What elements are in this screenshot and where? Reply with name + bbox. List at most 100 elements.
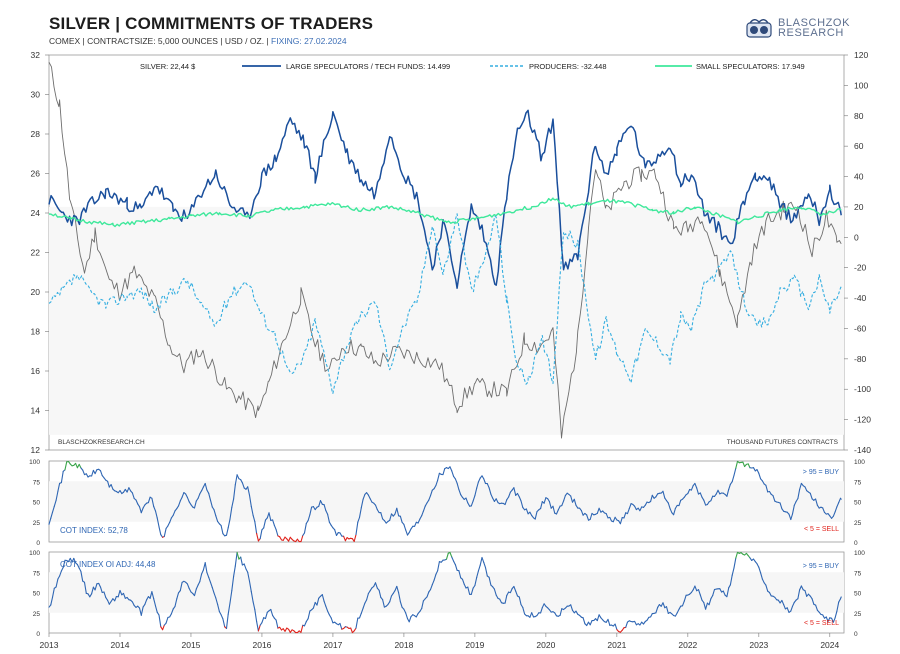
cot-line-segment	[561, 500, 565, 507]
cot-line-segment	[76, 563, 80, 569]
cot-line-segment	[300, 624, 304, 633]
cot-line-segment	[467, 502, 471, 507]
cot-line-segment	[389, 595, 393, 603]
cot-line-segment	[170, 608, 174, 615]
x-tick-label: 2015	[182, 640, 201, 650]
cot-line-segment	[98, 582, 102, 588]
cot-line-segment	[248, 580, 252, 593]
cot-line-segment	[701, 496, 705, 501]
cot-line-segment	[674, 504, 678, 509]
cot-line-segment	[836, 601, 840, 612]
cot-left-tick-label: 0	[36, 540, 40, 547]
cot-line-segment	[520, 603, 524, 609]
cot-line-segment	[488, 487, 492, 495]
cot-right-tick-label: 75	[854, 479, 862, 486]
cot-line-segment	[552, 505, 556, 514]
cot-line-segment	[91, 469, 94, 477]
x-tick-label: 2023	[749, 640, 768, 650]
cot-line-segment	[481, 475, 485, 480]
cot-right-tick-label: 100	[854, 459, 865, 466]
cot-line-segment	[681, 600, 685, 607]
cot-line-segment	[257, 624, 261, 632]
cot-line-segment	[78, 567, 82, 572]
cot-line-segment	[57, 575, 61, 580]
cot-line-segment	[122, 592, 126, 599]
cot-line-segment	[729, 574, 733, 586]
cot2-buy-threshold: > 95 = BUY	[803, 563, 840, 570]
cot-line-segment	[554, 612, 558, 617]
cot-line-segment	[834, 506, 838, 513]
cot-line-segment	[570, 495, 574, 503]
cot-index-oi-adj-label: COT INDEX OI ADJ: 44,48	[60, 560, 156, 569]
cot-line-segment	[800, 585, 804, 591]
cot-line-segment	[529, 511, 533, 517]
cot-line-segment	[185, 493, 188, 498]
cot-line-segment	[650, 613, 653, 618]
cot-line-segment	[364, 599, 368, 604]
cot-line-segment	[834, 610, 838, 619]
cot-line-segment	[619, 517, 623, 525]
cot-line-segment	[726, 587, 730, 598]
cot-line-segment	[153, 598, 157, 607]
cot-line-segment	[541, 603, 545, 609]
cot-line-segment	[114, 595, 117, 602]
cot-line-segment	[389, 513, 393, 521]
left-tick-label: 24	[31, 208, 41, 218]
cot-line-segment	[437, 561, 440, 572]
cot-line-segment	[83, 581, 87, 594]
cot-line-segment	[398, 592, 401, 603]
cot-line-segment	[516, 492, 520, 498]
cot-line-segment	[493, 588, 497, 596]
cot-line-segment	[705, 602, 708, 610]
cot-line-segment	[318, 500, 322, 507]
cot-line-segment	[231, 575, 235, 592]
cot-line-segment	[816, 504, 820, 509]
cot-line-segment	[504, 594, 508, 604]
cot-line-segment	[717, 489, 721, 495]
cot-line-segment	[612, 516, 616, 523]
cot-line-segment	[589, 620, 593, 626]
cot-line-segment	[199, 573, 203, 583]
cot-line-segment	[518, 596, 522, 606]
cot-line-segment	[836, 502, 840, 508]
cot-line-segment	[470, 500, 474, 507]
chart-subtitle: COMEX | CONTRACTSIZE: 5,000 OUNCES | USD…	[49, 36, 373, 46]
cot-line-segment	[357, 516, 361, 523]
cot-line-segment	[263, 519, 267, 529]
cot-line-segment	[650, 494, 653, 503]
cot-line-segment	[213, 592, 217, 599]
cot-right-tick-label: 0	[854, 540, 858, 547]
cot-line-segment	[625, 621, 629, 628]
cot-line-segment	[463, 583, 467, 589]
cot-line-segment	[726, 488, 730, 497]
cot-line-segment	[169, 613, 172, 618]
cot-index-oi-adj-panel: 100 100 75 75 50 50 25 25 0 0 COT INDEX OI ADJ: 4…	[29, 550, 865, 638]
cot-line-segment	[355, 617, 359, 629]
cot-sell-threshold: < 5 = SELL	[804, 526, 839, 533]
cot-line-segment	[240, 479, 243, 484]
cot-right-tick-label: 50	[854, 591, 862, 598]
right-tick-label: -120	[854, 415, 871, 425]
right-tick-label: 120	[854, 50, 868, 60]
cot-line-segment	[731, 474, 735, 483]
cot-line-segment	[804, 486, 808, 492]
cot-left-tick-label: 25	[33, 520, 41, 527]
cot-line-segment	[477, 564, 481, 572]
cot-line-segment	[467, 586, 471, 595]
cot-line-segment	[343, 535, 346, 542]
cot-line-segment	[305, 520, 309, 525]
cot-line-segment	[476, 570, 479, 578]
cot-line-segment	[162, 624, 165, 631]
subtitle-text: COMEX | CONTRACTSIZE: 5,000 OUNCES | USD…	[49, 36, 269, 46]
cot-mid-band	[49, 572, 844, 613]
legend-silver: SILVER: 22,44 $	[140, 62, 196, 71]
cot-line-segment	[135, 499, 139, 505]
cot-line-segment	[387, 601, 391, 606]
cot-axis-ticks: 100 100 75 75 50 50 25 25 0 0	[29, 459, 865, 547]
series-line-silver-price	[48, 61, 842, 439]
cot-line-segment	[529, 612, 533, 618]
cot-line-segment	[733, 467, 737, 476]
cot-line-segment	[694, 482, 698, 489]
cot-line-segment	[415, 612, 419, 618]
